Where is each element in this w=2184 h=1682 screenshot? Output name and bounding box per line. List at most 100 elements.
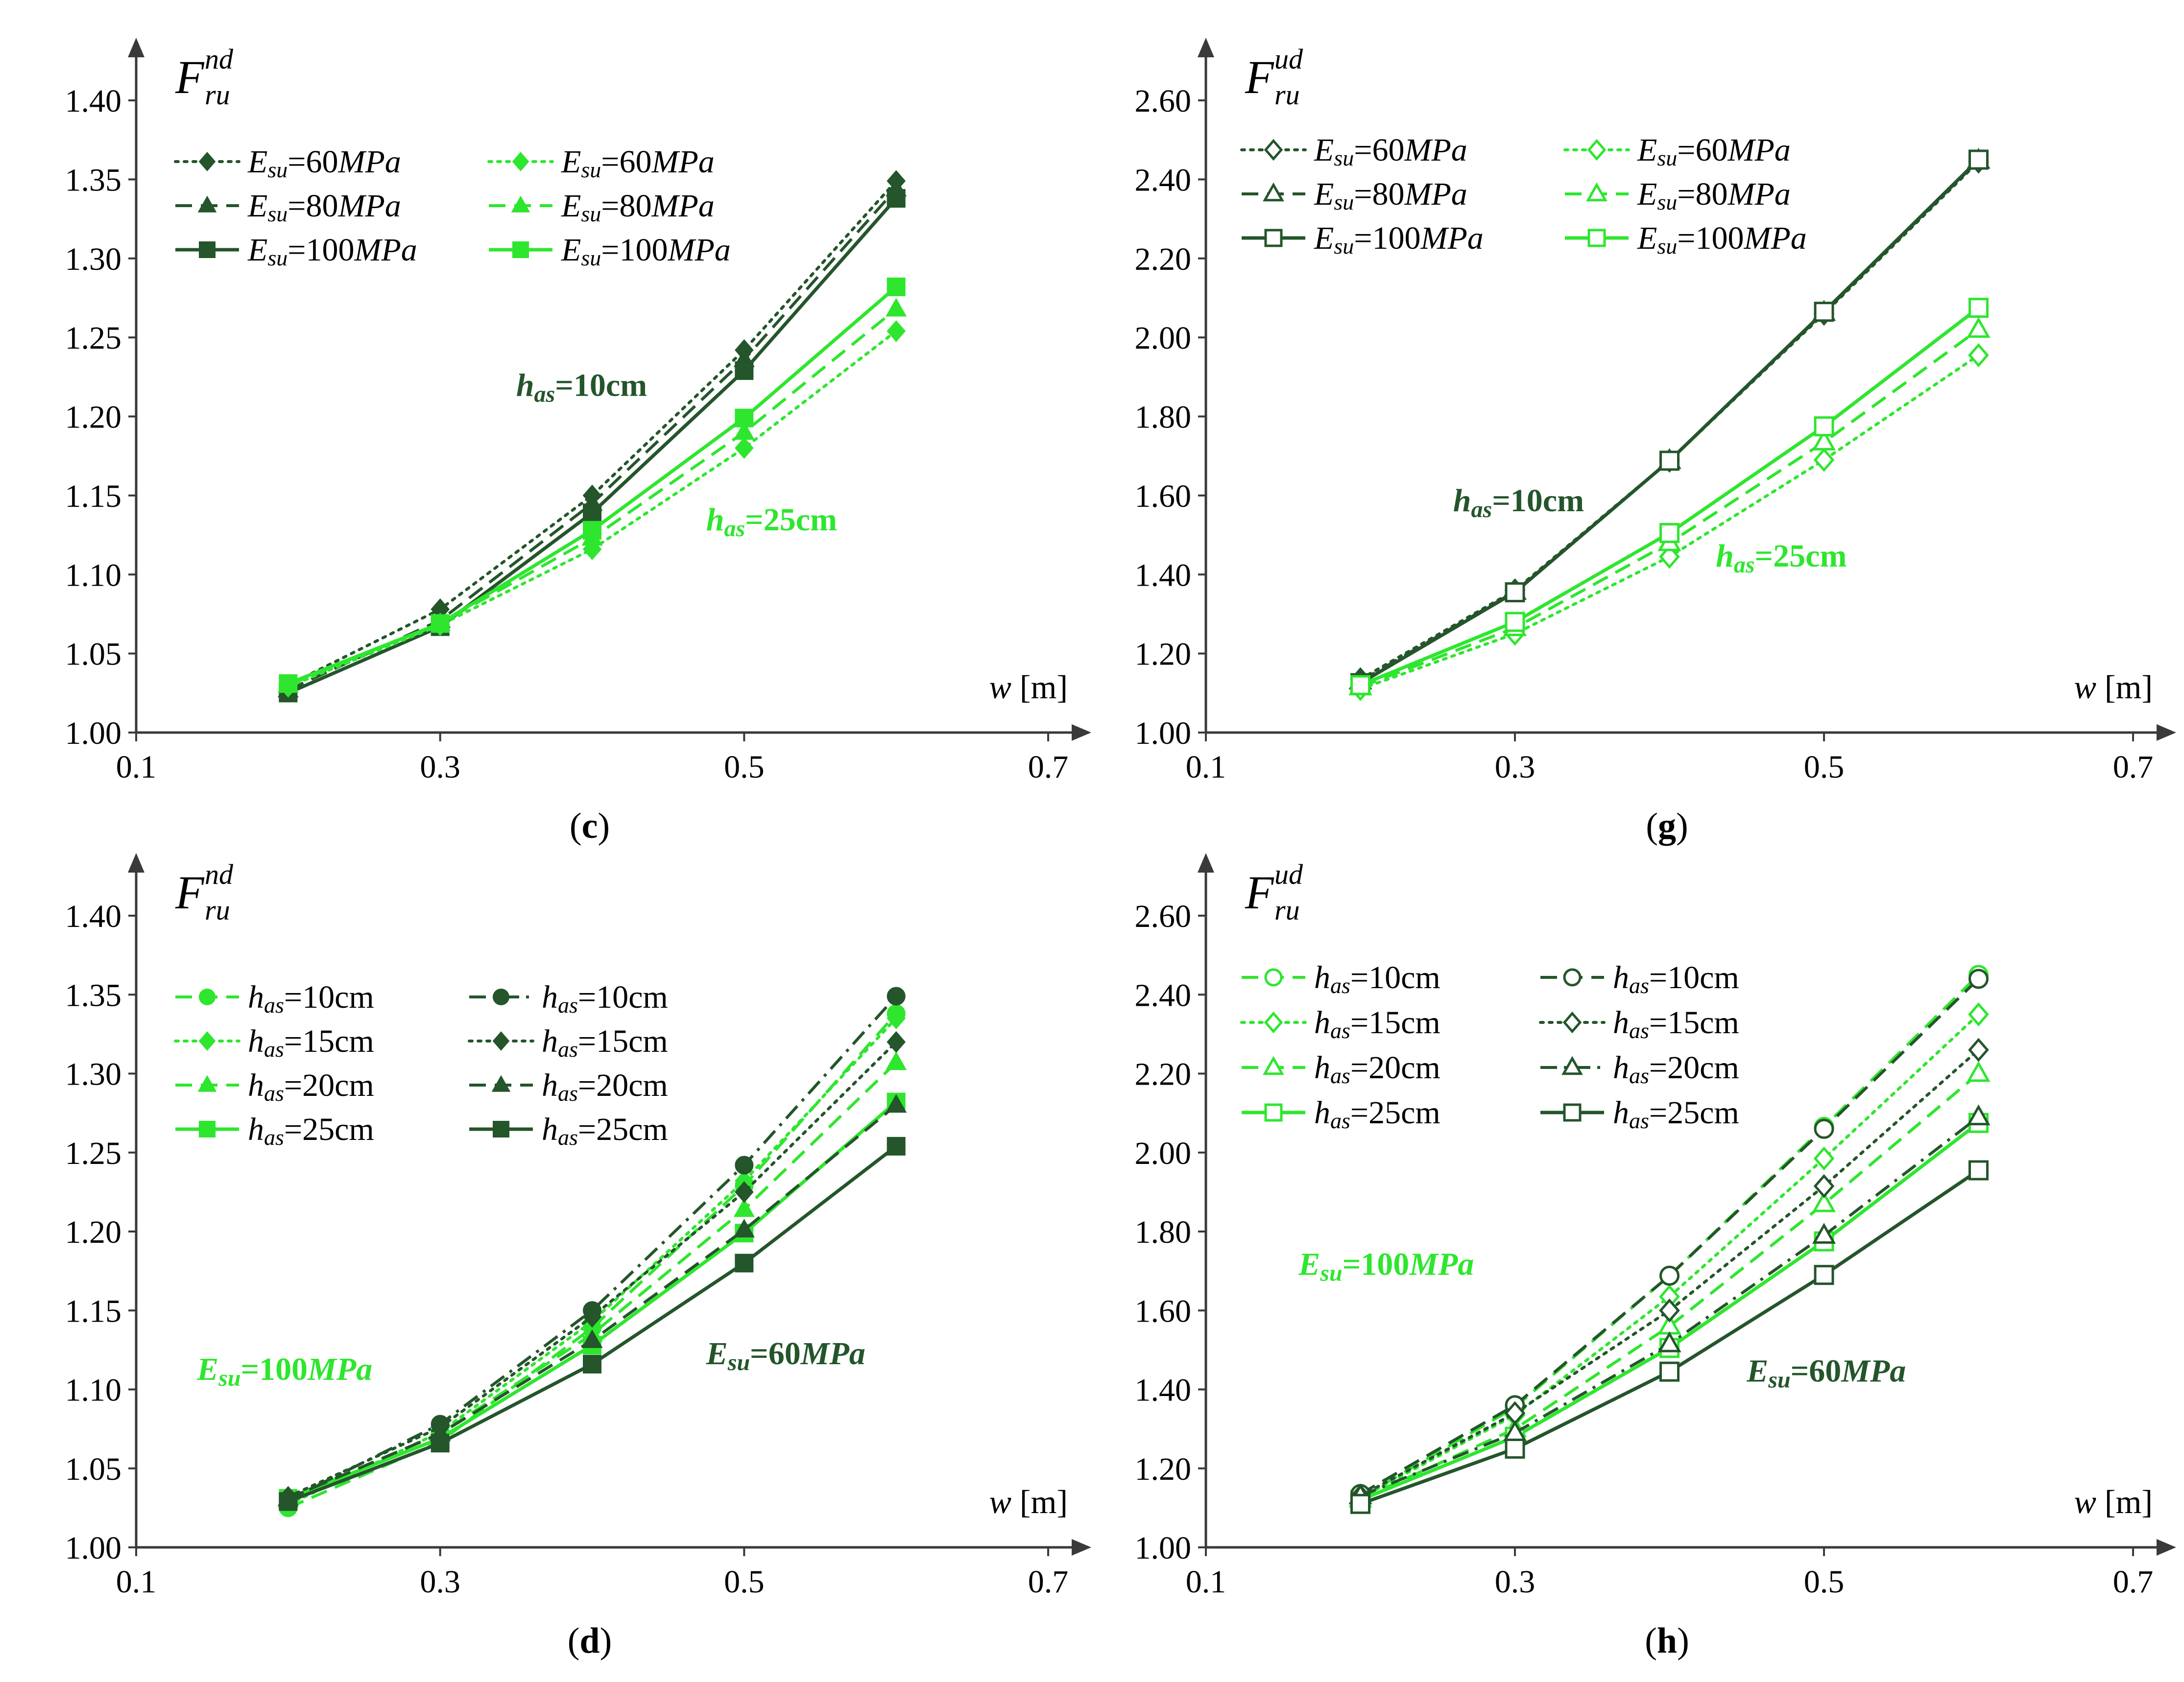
legend-entry: has=25cm [469,1112,668,1150]
legend-marker [1563,968,1582,987]
x-tick-label: 0.1 [1186,749,1226,785]
annotation: Esu=60MPa [1746,1353,1906,1393]
legend-entry: Esu=60MPa [174,144,401,182]
y-axis-arrow [1198,853,1214,873]
legend: has=10cm has=15cm has=20cm has=25cm has=10cm… [1240,960,1739,1133]
series-4 [279,1092,906,1508]
y-tick-label: 2.20 [1135,241,1192,277]
legend-marker [493,989,509,1005]
legend-marker [198,1031,216,1051]
data-point [887,1007,906,1029]
annotation: Esu=100MPa [196,1351,372,1391]
legend-marker [1263,182,1284,202]
panel-label: (g) [1646,806,1688,846]
y-tick-label: 1.40 [65,899,122,934]
legend-marker [1264,1103,1283,1122]
legend-marker [199,1121,216,1137]
y-label-sup: nd [205,43,234,75]
y-tick-label: 2.60 [1135,899,1192,934]
legend-entry: Esu=60MPa [1240,132,1467,170]
data-point [733,421,755,440]
legend-entry: has=25cm [1540,1095,1739,1133]
legend-label: has=15cm [248,1023,374,1062]
panel-d: 0.1 0.3 0.5 0.7 1.00 1.05 1.10 1.15 1.20 1.25 1.30… [65,853,1091,1661]
legend-entry: has=15cm [1240,1005,1440,1043]
legend-label: has=25cm [542,1112,668,1150]
data-point [887,189,906,208]
y-label-sub: ru [205,79,230,111]
legend-label: Esu=60MPa [561,144,715,182]
y-tick-label: 1.10 [65,1373,122,1408]
legend-label: has=15cm [542,1023,668,1062]
data-point [1967,1104,1991,1126]
data-point [1659,1298,1680,1323]
y-tick-label: 1.35 [65,162,122,198]
y-tick-label: 1.60 [1135,478,1192,514]
y-axis-arrow [128,853,144,873]
legend: Esu=60MPa Esu=80MPa Esu=100MPa Esu=60MPa Esu… [174,144,731,270]
x-tick-label: 0.7 [2113,749,2154,785]
y-tick-label: 1.40 [1135,557,1192,593]
y-label-main: F [175,51,205,103]
legend-entry: has=15cm [1539,1005,1739,1043]
data-point [581,1329,603,1348]
x-tick-label: 0.1 [116,749,157,785]
legend-entry: has=20cm [175,1067,374,1106]
y-tick-label: 2.60 [1135,83,1192,119]
x-tick-label: 0.7 [1028,1564,1069,1600]
data-point [735,1156,754,1175]
legend-entry: Esu=60MPa [1563,132,1791,170]
y-tick-label: 2.40 [1135,162,1192,198]
x-tick-label: 0.5 [1804,1564,1845,1600]
y-tick-label: 1.80 [1135,400,1192,435]
legend-entry: has=10cm [469,979,668,1018]
legend-label: has=20cm [1613,1050,1739,1088]
y-tick-label: 2.40 [1135,977,1192,1013]
x-tick-label: 0.3 [420,749,460,785]
legend-label: has=25cm [248,1112,374,1150]
data-point [1659,450,1680,471]
y-tick-label: 1.15 [65,478,122,514]
legend-entry: Esu=80MPa [1242,176,1467,214]
data-point [1659,1361,1680,1382]
y-label-main: F [175,866,205,919]
y-label-sup: nd [205,858,234,890]
legend-marker [1264,968,1283,987]
y-tick-label: 1.00 [1135,715,1192,751]
data-point [1968,298,1989,318]
data-point [1812,1191,1836,1212]
y-tick-label: 1.60 [1135,1293,1192,1329]
data-point [583,1354,601,1374]
legend-entry: Esu=80MPa [489,188,715,226]
series-4 [1350,343,1989,701]
data-point [431,1434,450,1453]
series-line [287,179,898,687]
y-tick-label: 1.05 [65,1451,122,1487]
x-tick-label: 0.7 [2113,1564,2154,1600]
legend-entry: has=25cm [175,1112,374,1150]
data-point [1814,1265,1834,1285]
data-point [887,320,906,342]
legend-label: has=25cm [1613,1095,1739,1133]
legend-label: has=10cm [248,979,374,1018]
data-point [1505,612,1525,632]
y-label-sub: ru [1274,894,1300,926]
data-point [886,298,907,317]
data-point [886,1094,907,1113]
x-tick-label: 0.1 [116,1564,157,1600]
y-tick-label: 1.40 [65,83,122,119]
series-line [1360,977,1980,1495]
legend-marker [1264,139,1283,161]
data-point [1968,149,1989,170]
legend-label: has=15cm [1314,1005,1440,1043]
data-point [735,408,754,427]
legend-label: has=10cm [1314,960,1440,998]
legend-entry: Esu=60MPa [487,144,715,182]
series-line [287,1041,898,1498]
data-point [1657,1331,1681,1352]
panel-label: (h) [1645,1621,1689,1661]
legend-label: Esu=80MPa [561,188,715,226]
y-tick-label: 2.00 [1135,1136,1192,1171]
legend-entry: Esu=100MPa [1242,220,1484,259]
